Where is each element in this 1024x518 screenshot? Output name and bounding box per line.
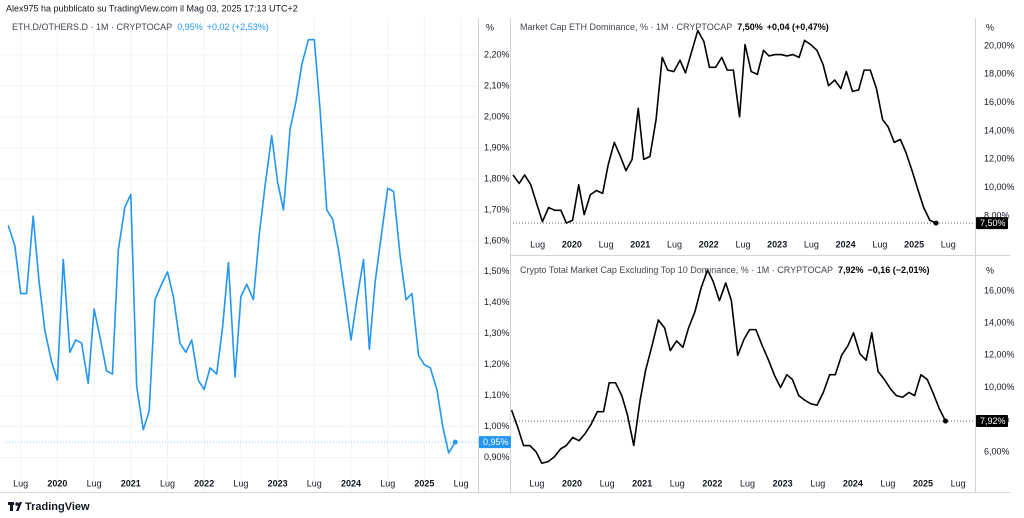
x-tick-label: Lug: [530, 239, 545, 249]
x-tick-label: Lug: [941, 239, 956, 249]
y-tick-label: 1,70%: [484, 204, 510, 214]
series-line: [7, 38, 456, 454]
last-value-badge: [976, 217, 1008, 230]
y-axis-unit: %: [986, 22, 994, 32]
legend-title: ETH.D/OTHERS.D · 1M · CRYPTOCAP: [12, 22, 172, 32]
x-tick-label: 2025: [913, 478, 933, 488]
y-tick-label: 8,00%: [984, 210, 1010, 220]
y-tick-label: 1,60%: [484, 235, 510, 245]
x-tick-label: Lug: [380, 478, 395, 488]
x-tick-label: 2022: [702, 478, 722, 488]
x-tick-label: 2023: [268, 478, 288, 488]
last-point: [452, 439, 458, 445]
logo: [8, 502, 22, 511]
last-value-badge: [479, 436, 511, 449]
legend-change: +0,02 (+2,53%): [207, 22, 269, 32]
x-tick-label: 2025: [414, 478, 434, 488]
x-tick-label: Lug: [13, 478, 28, 488]
y-tick-label: 1,00%: [484, 421, 510, 431]
x-tick-label: 2024: [341, 478, 361, 488]
x-tick-label: Lug: [667, 239, 682, 249]
y-tick-label: 12,00%: [984, 350, 1015, 360]
legend-change: +0,04 (+0,47%): [767, 22, 829, 32]
x-tick-label: Lug: [735, 239, 750, 249]
x-tick-label: 2020: [562, 239, 582, 249]
y-tick-label: 6,00%: [984, 446, 1010, 456]
x-tick-label: 2021: [121, 478, 141, 488]
x-tick-label: Lug: [804, 239, 819, 249]
y-axis-unit: %: [486, 22, 494, 32]
x-tick-label: Lug: [307, 478, 322, 488]
x-tick-label: Lug: [951, 478, 966, 488]
y-tick-label: 12,00%: [984, 154, 1015, 164]
y-tick-label: 1,10%: [484, 390, 510, 400]
y-tick-label: 10,00%: [984, 382, 1015, 392]
legend-value: 7,92%: [838, 265, 864, 275]
legend: Market Cap ETH Dominance, % · 1M · CRYPT…: [520, 22, 829, 32]
x-tick-label: Lug: [160, 478, 175, 488]
x-tick-label: 2025: [904, 239, 924, 249]
x-tick-label: Lug: [810, 478, 825, 488]
last-value-label: 7,50%: [980, 218, 1006, 228]
x-tick-label: 2021: [630, 239, 650, 249]
footer-brand: TradingView: [25, 501, 90, 513]
y-tick-label: 1,50%: [484, 266, 510, 276]
x-tick-label: Lug: [740, 478, 755, 488]
series-line: [510, 269, 947, 465]
y-tick-label: 2,00%: [484, 111, 510, 121]
x-tick-label: 2023: [773, 478, 793, 488]
x-tick-label: Lug: [599, 239, 614, 249]
x-tick-label: Lug: [600, 478, 615, 488]
x-tick-label: Lug: [454, 478, 469, 488]
last-point: [943, 418, 949, 424]
legend: ETH.D/OTHERS.D · 1M · CRYPTOCAP 0,95% +0,0…: [12, 22, 269, 32]
y-tick-label: 10,00%: [984, 182, 1015, 192]
legend-title: Crypto Total Market Cap Excluding Top 10…: [520, 265, 833, 275]
x-tick-label: Lug: [529, 478, 544, 488]
last-value-label: 0,95%: [483, 437, 509, 447]
y-tick-label: 1,30%: [484, 328, 510, 338]
y-tick-label: 2,10%: [484, 80, 510, 90]
x-tick-label: 2024: [843, 478, 863, 488]
x-tick-label: 2022: [194, 478, 214, 488]
legend-value: 0,95%: [177, 22, 203, 32]
y-tick-label: 2,20%: [484, 50, 510, 60]
last-value-label: 7,92%: [980, 416, 1006, 426]
x-tick-label: 2023: [767, 239, 787, 249]
y-tick-label: 16,00%: [984, 285, 1015, 295]
y-tick-label: 18,00%: [984, 69, 1015, 79]
y-tick-label: 1,40%: [484, 297, 510, 307]
y-tick-label: 1,20%: [484, 359, 510, 369]
y-tick-label: 14,00%: [984, 125, 1015, 135]
x-tick-label: Lug: [880, 478, 895, 488]
x-tick-label: Lug: [872, 239, 887, 249]
header: Alex975 ha pubblicato su TradingView.com…: [6, 3, 298, 13]
legend-change: −0,16 (−2,01%): [868, 265, 930, 275]
y-axis-unit: %: [986, 265, 994, 275]
x-tick-label: Lug: [670, 478, 685, 488]
x-tick-label: 2022: [699, 239, 719, 249]
x-tick-label: Lug: [87, 478, 102, 488]
y-tick-label: 1,80%: [484, 173, 510, 183]
x-tick-label: 2024: [836, 239, 856, 249]
series-line: [512, 29, 937, 224]
legend-title: Market Cap ETH Dominance, % · 1M · CRYPT…: [520, 22, 732, 32]
y-tick-label: 14,00%: [984, 318, 1015, 328]
y-tick-label: 0,90%: [484, 452, 510, 462]
last-value-badge: [976, 415, 1008, 428]
y-tick-label: 20,00%: [984, 40, 1015, 50]
y-tick-label: 1,90%: [484, 142, 510, 152]
legend: Crypto Total Market Cap Excluding Top 10…: [520, 265, 930, 275]
x-tick-label: 2021: [632, 478, 652, 488]
y-tick-label: 16,00%: [984, 97, 1015, 107]
x-tick-label: 2020: [47, 478, 67, 488]
x-tick-label: Lug: [233, 478, 248, 488]
legend-value: 7,50%: [737, 22, 763, 32]
x-tick-label: 2020: [562, 478, 582, 488]
last-point: [933, 220, 939, 226]
